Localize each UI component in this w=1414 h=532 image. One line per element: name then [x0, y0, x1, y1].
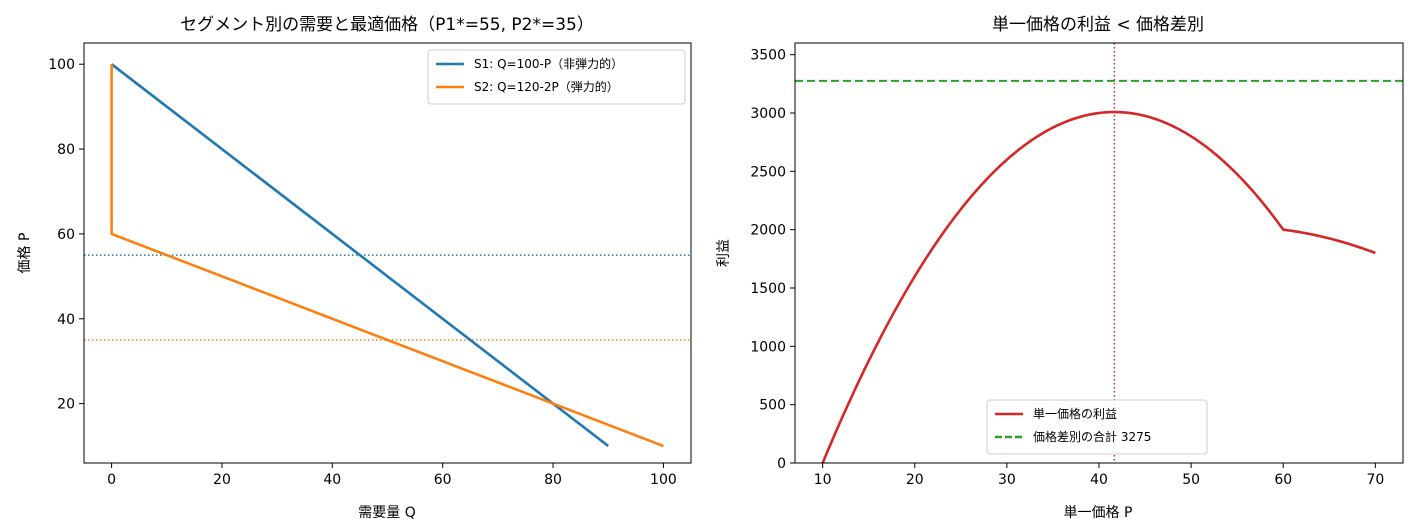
- demand-ytick-label-3: 80: [57, 142, 75, 158]
- demand-chart-title: セグメント別の需要と最適価格（P1*=55, P2*=35）: [180, 15, 594, 35]
- demand-xtick-label-4: 80: [544, 472, 562, 488]
- demand-series-1-line: [110, 64, 664, 448]
- profit-legend-box: [986, 399, 1208, 455]
- profit-ytick-label-5: 2500: [750, 164, 786, 180]
- profit-ytick-label-4: 2000: [750, 223, 786, 239]
- profit-xtick-label-6: 70: [1366, 472, 1384, 488]
- demand-xtick-label-3: 60: [434, 472, 452, 488]
- demand-legend-label-1: S2: Q=120-2P（弾力的）: [474, 79, 619, 94]
- demand-ytick-label-4: 100: [48, 57, 75, 73]
- profit-chart-xlabel: 単一価格 P: [1064, 505, 1133, 521]
- profit-ytick-label-3: 1500: [750, 281, 786, 297]
- demand-axes-frame: [83, 42, 692, 464]
- profit-chart-title: 単一価格の利益 < 価格差別: [992, 15, 1204, 35]
- demand-series-0-line: [110, 63, 610, 448]
- demand-xtick-label-0: 0: [107, 472, 116, 488]
- profit-xtick-label-5: 60: [1274, 472, 1292, 488]
- demand-ytick-label-1: 40: [57, 312, 75, 328]
- profit-xtick-label-2: 30: [998, 472, 1016, 488]
- profit-series-0-line: [821, 110, 1376, 463]
- demand-xtick-label-1: 20: [213, 472, 231, 488]
- profit-chart: 単一価格の利益 < 価格差別 単一価格 P 利益 10 20 30 40 50 60 70 0…: [716, 15, 1404, 521]
- profit-xtick-label-3: 40: [1090, 472, 1108, 488]
- demand-xtick-label-5: 100: [650, 472, 677, 488]
- profit-ytick-label-2: 1000: [750, 339, 786, 355]
- demand-chart-ylabel: 価格 P: [17, 233, 33, 274]
- profit-ytick-label-1: 500: [759, 398, 786, 414]
- profit-xtick-label-1: 20: [906, 472, 924, 488]
- demand-ytick-label-2: 60: [57, 227, 75, 243]
- demand-xtick-label-2: 40: [323, 472, 341, 488]
- demand-chart: セグメント別の需要と最適価格（P1*=55, P2*=35） 需要量 Q 価格 …: [17, 15, 692, 521]
- profit-chart-ylabel: 利益: [716, 239, 732, 267]
- demand-legend-label-0: S1: Q=100-P（非弾力的）: [474, 56, 623, 71]
- profit-ytick-label-7: 3500: [750, 48, 786, 64]
- profit-ytick-label-0: 0: [777, 456, 786, 472]
- profit-xtick-label-0: 10: [814, 472, 832, 488]
- demand-legend-box: [427, 49, 686, 105]
- profit-legend-label-1: 価格差別の合計 3275: [1033, 429, 1151, 444]
- demand-chart-xlabel: 需要量 Q: [358, 505, 415, 521]
- demand-ytick-label-0: 20: [57, 397, 75, 413]
- profit-legend-label-0: 単一価格の利益: [1033, 406, 1117, 421]
- profit-ytick-label-6: 3000: [750, 106, 786, 122]
- profit-xtick-label-4: 50: [1182, 472, 1200, 488]
